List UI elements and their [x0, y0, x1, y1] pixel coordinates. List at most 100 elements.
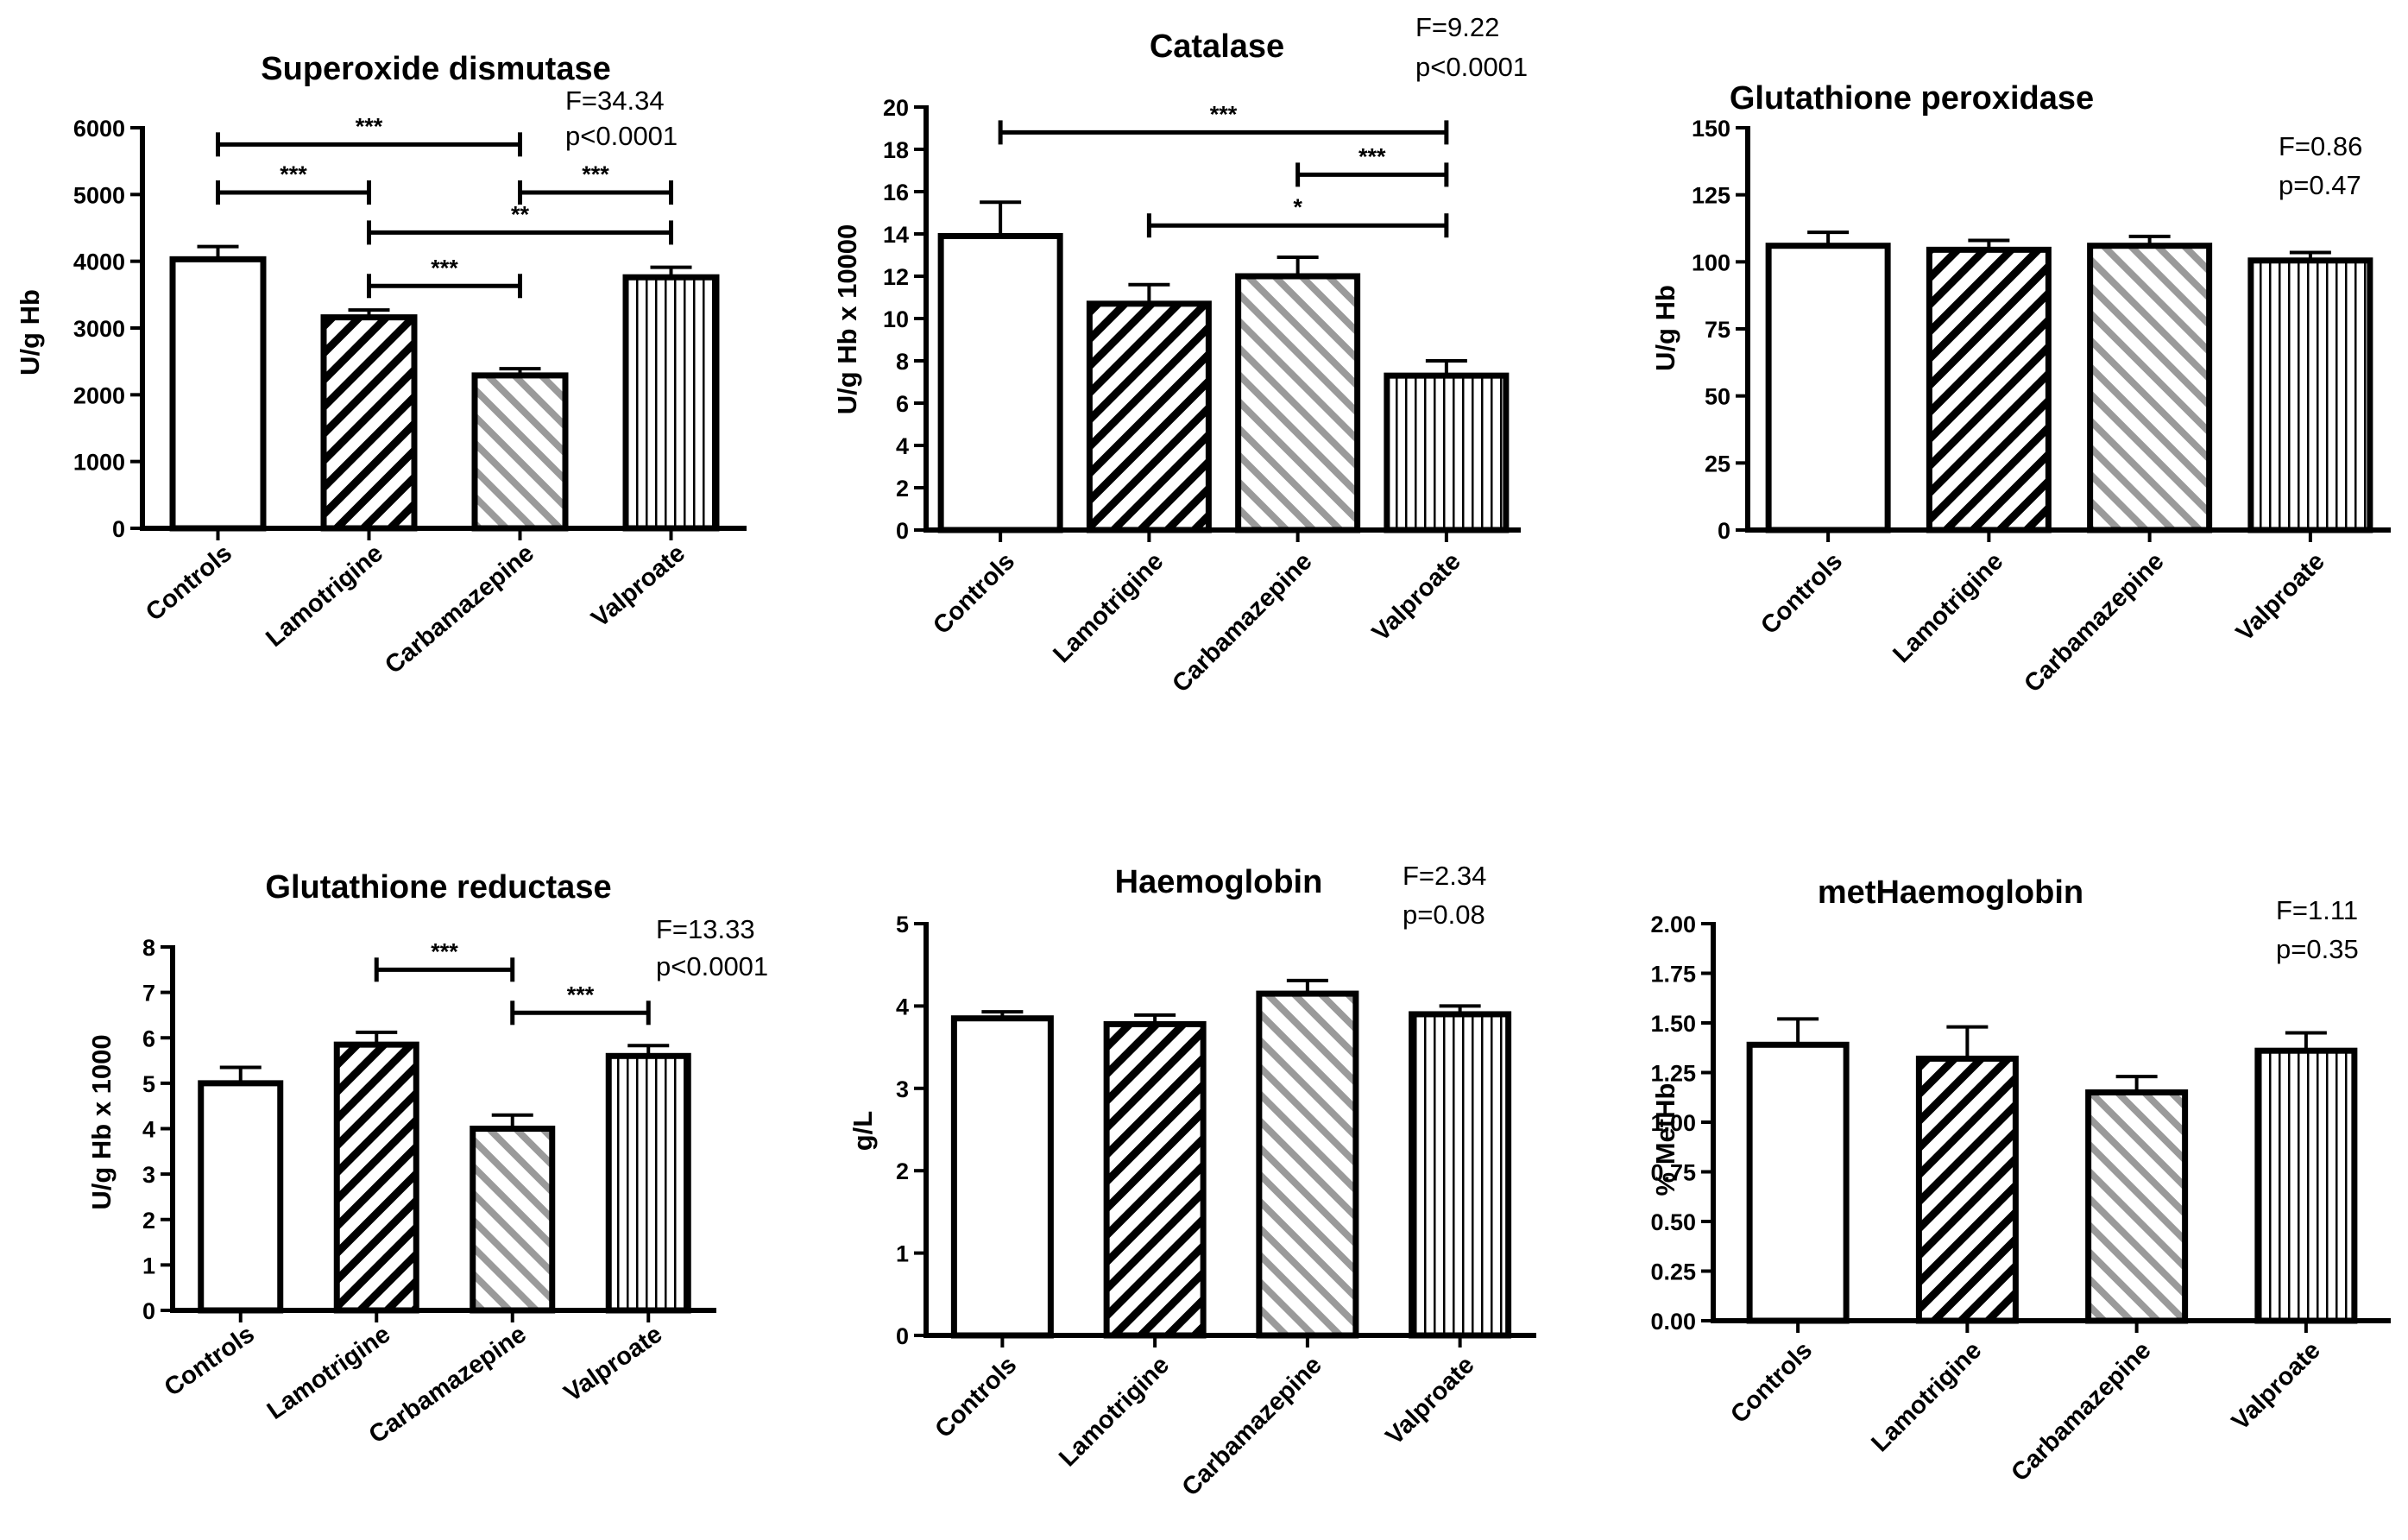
stat-p: p<0.0001 [656, 951, 768, 981]
x-category-label: Carbamazepine [1167, 547, 1317, 697]
y-tick-label: 2.00 [1650, 912, 1696, 937]
axes [923, 105, 1521, 542]
y-axis-label: U/g Hb x 1000 [86, 1034, 117, 1209]
y-axis-label: U/g Hb [1650, 285, 1680, 371]
bar-carbamazepine [2087, 243, 2213, 533]
y-ticks: 0 1 2 3 4 5 6 7 8 [142, 935, 173, 1324]
y-axis-label: g/L [848, 1111, 878, 1152]
x-category-label: Valproate [1367, 547, 1466, 647]
chart-title: Haemoglobin [1115, 864, 1323, 900]
y-tick-label: 2 [896, 476, 909, 502]
y-tick-label: 1 [142, 1253, 155, 1278]
bar-lamotrigine [1086, 300, 1212, 533]
y-tick-label: 0 [112, 516, 125, 542]
y-tick-label: 4000 [73, 249, 125, 275]
bar-controls [937, 232, 1063, 533]
significance-label: *** [1210, 101, 1238, 127]
x-category-label: Valproate [559, 1321, 667, 1408]
panel-methaemoglobin: metHaemoglobin F=1.11 p=0.35 % MetHb 0.0… [1650, 874, 2391, 1487]
y-tick-label: 5 [896, 912, 909, 937]
bar-valproate [2247, 257, 2373, 533]
y-tick-label: 0.25 [1650, 1259, 1696, 1285]
y-tick-label: 8 [142, 935, 155, 961]
y-tick-label: 1.25 [1650, 1061, 1696, 1087]
panel-superoxide-dismutase: Superoxide dismutase F=34.34 p<0.0001 U/… [15, 51, 747, 679]
panel-catalase: Catalase F=9.22 p<0.0001 U/g Hb x 10000 … [832, 12, 1528, 698]
significance-label: *** [1358, 143, 1386, 169]
bar-valproate [1409, 1011, 1512, 1339]
stat-f: F=9.22 [1415, 12, 1499, 42]
y-tick-label: 4 [896, 433, 909, 459]
y-tick-label: 3 [142, 1162, 155, 1188]
bars [1746, 1017, 2358, 1324]
y-tick-label: 1000 [73, 450, 125, 476]
y-ticks: 0 1 2 3 4 5 [896, 912, 926, 1349]
stat-f: F=13.33 [656, 914, 755, 944]
panel-glutathione-peroxidase: Glutathione peroxidase F=0.86 p=0.47 U/g… [1650, 80, 2391, 698]
bar-valproate [622, 274, 720, 532]
bar-controls [198, 1080, 284, 1314]
axes [1745, 126, 2391, 542]
bars [198, 1030, 691, 1314]
significance-label: ** [511, 201, 530, 227]
x-category-label: Lamotrigine [261, 540, 388, 653]
y-tick-label: 20 [883, 95, 909, 121]
x-category-label: Controls [928, 547, 1020, 640]
y-tick-label: 4 [142, 1117, 155, 1143]
significance-label: *** [356, 113, 383, 139]
bar-lamotrigine [1103, 1020, 1207, 1339]
bar-lamotrigine [1915, 1055, 2019, 1324]
bars [950, 978, 1512, 1339]
y-tick-label: 5 [142, 1071, 155, 1097]
y-ticks: 0 1000 2000 3000 4000 5000 6000 [73, 116, 142, 542]
stat-p: p<0.0001 [565, 121, 678, 151]
y-tick-label: 4 [896, 994, 909, 1019]
y-tick-label: 125 [1692, 183, 1730, 209]
y-tick-label: 1.75 [1650, 962, 1696, 988]
bar-valproate [2254, 1047, 2358, 1324]
y-axis-label: % MetHb [1650, 1083, 1680, 1196]
y-tick-label: 1.50 [1650, 1011, 1696, 1037]
y-tick-label: 0 [896, 518, 909, 544]
x-category-label: Controls [141, 540, 237, 627]
stat-p: p<0.0001 [1415, 52, 1528, 82]
y-tick-label: 16 [883, 180, 909, 205]
y-tick-label: 150 [1692, 116, 1730, 142]
y-tick-label: 6 [142, 1026, 155, 1051]
y-tick-label: 3 [896, 1076, 909, 1102]
y-tick-label: 0 [896, 1323, 909, 1349]
bar-lamotrigine [1926, 246, 2052, 533]
x-category-label: Lamotrigine [1888, 547, 2008, 668]
significance-label: *** [431, 255, 458, 281]
stat-f: F=34.34 [565, 85, 665, 116]
y-tick-label: 100 [1692, 249, 1730, 275]
y-tick-label: 14 [883, 222, 909, 248]
panel-glutathione-reductase: Glutathione reductase F=13.33 p<0.0001 U… [86, 869, 768, 1449]
x-category-label: Valproate [586, 540, 690, 633]
y-ticks: 0 25 50 75 100 125 150 [1692, 116, 1748, 544]
x-category-label: Carbamazepine [380, 540, 539, 679]
y-tick-label: 0.75 [1650, 1160, 1696, 1186]
stat-f: F=2.34 [1403, 861, 1486, 891]
y-tick-label: 0 [1718, 518, 1730, 544]
axes [170, 945, 716, 1322]
y-tick-label: 5000 [73, 182, 125, 208]
y-tick-label: 50 [1705, 384, 1730, 410]
y-tick-label: 2000 [73, 382, 125, 408]
axes [923, 922, 1536, 1348]
y-tick-label: 0.00 [1650, 1309, 1696, 1335]
significance-label: *** [582, 161, 609, 187]
axes [1711, 922, 2391, 1333]
x-category-label: Valproate [2231, 547, 2330, 647]
y-axis-label: U/g Hb x 10000 [832, 224, 862, 415]
significance-brackets: *** *** [374, 938, 651, 1026]
bar-carbamazepine [2085, 1089, 2189, 1324]
y-tick-label: 75 [1705, 317, 1730, 343]
stat-p: p=0.08 [1403, 899, 1485, 930]
x-category-label: Lamotrigine [1054, 1351, 1175, 1472]
axes [140, 126, 747, 540]
y-tick-label: 18 [883, 137, 909, 163]
